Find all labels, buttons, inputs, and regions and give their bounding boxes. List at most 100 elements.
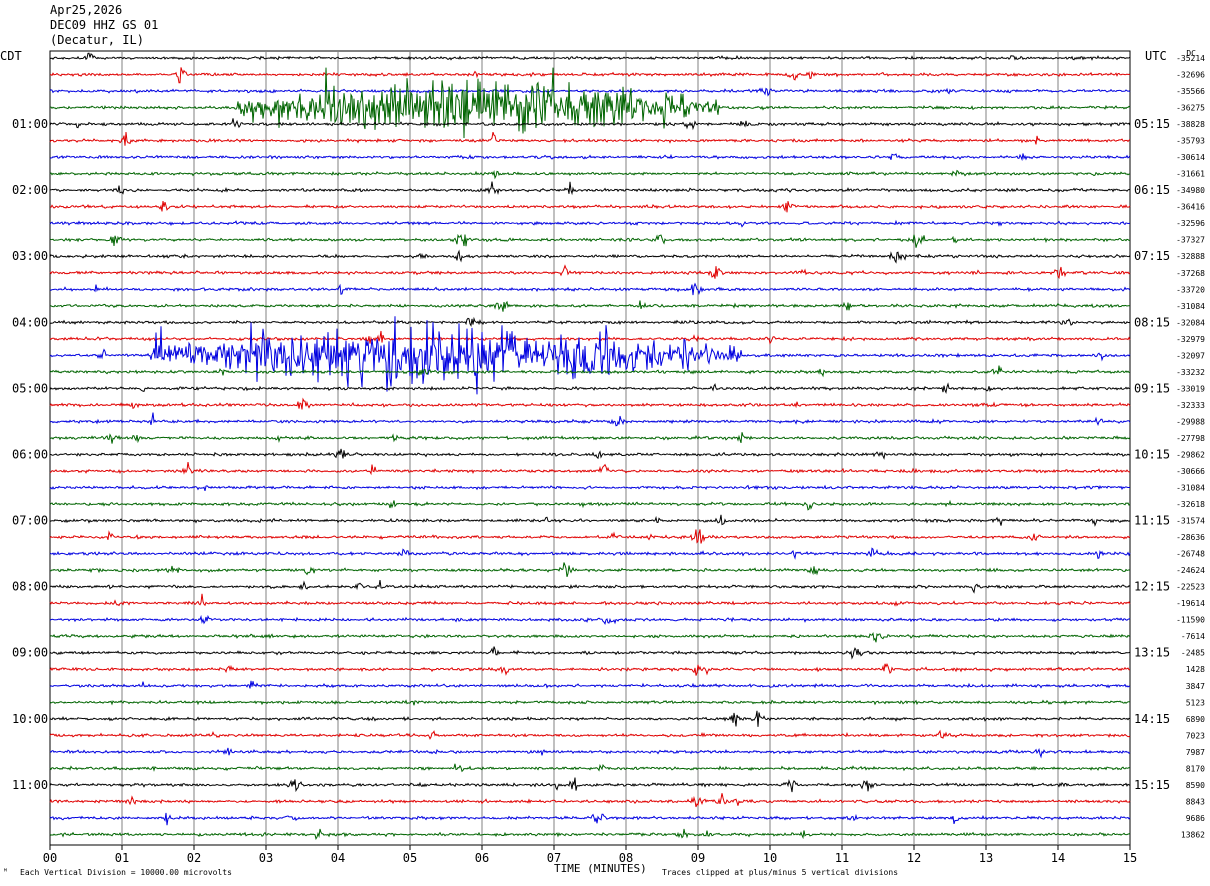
trace-row-25 xyxy=(49,462,1131,476)
left-time-label: 06:00 xyxy=(12,447,48,461)
dc-offset-row-8: -34980 xyxy=(1176,186,1205,195)
dc-offset-row-25: -30666 xyxy=(1176,467,1205,476)
trace-row-9 xyxy=(49,201,1131,213)
trace-row-42 xyxy=(49,747,1131,759)
header-date: Apr25,2026 xyxy=(50,3,123,17)
dc-offset-row-10: -32596 xyxy=(1176,219,1205,228)
right-time-label: 08:15 xyxy=(1134,315,1170,329)
trace-row-5 xyxy=(49,131,1131,146)
trace-row-22 xyxy=(49,412,1131,427)
trace-row-18 xyxy=(49,316,1131,395)
trace-row-45 xyxy=(49,793,1131,808)
trace-row-27 xyxy=(49,499,1131,511)
trace-row-2 xyxy=(49,87,1131,97)
footer-scale-note: Each Vertical Division = 10000.00 microv… xyxy=(20,868,232,877)
left-time-label: 07:00 xyxy=(12,514,48,528)
x-tick-label: 00 xyxy=(43,851,57,865)
dc-offset-row-27: -32618 xyxy=(1176,500,1205,509)
dc-offset-row-43: 8170 xyxy=(1186,764,1205,773)
dc-offset-row-1: -32696 xyxy=(1176,71,1205,80)
trace-row-30 xyxy=(49,547,1131,560)
trace-row-33 xyxy=(49,593,1131,607)
left-time-label: 11:00 xyxy=(12,778,48,792)
right-time-label: 10:15 xyxy=(1134,447,1170,461)
dc-offset-row-15: -31084 xyxy=(1176,302,1205,311)
right-timezone-label: UTC xyxy=(1145,49,1167,63)
x-tick-label: 02 xyxy=(187,851,201,865)
trace-row-34 xyxy=(49,614,1131,625)
left-time-label: 05:00 xyxy=(12,381,48,395)
trace-row-19 xyxy=(49,365,1131,378)
trace-row-46 xyxy=(49,812,1131,826)
dc-offset-row-38: 3847 xyxy=(1186,682,1205,691)
dc-offset-row-47: 13862 xyxy=(1181,830,1205,839)
trace-row-43 xyxy=(49,763,1131,773)
left-time-label: 01:00 xyxy=(12,117,48,131)
trace-row-10 xyxy=(49,219,1130,228)
dc-offset-row-34: -11590 xyxy=(1176,616,1205,625)
dc-offset-row-46: 9686 xyxy=(1186,814,1205,823)
dc-offset-row-37: 1428 xyxy=(1186,665,1205,674)
trace-row-17 xyxy=(49,330,1131,345)
dc-offset-row-9: -36416 xyxy=(1176,203,1205,212)
dc-offset-row-14: -33720 xyxy=(1176,285,1205,294)
trace-row-12 xyxy=(49,249,1131,264)
dc-offset-row-18: -32097 xyxy=(1176,351,1205,360)
dc-offset-row-12: -32888 xyxy=(1176,252,1205,261)
x-tick-label: 05 xyxy=(403,851,417,865)
left-timezone-label: CDT xyxy=(0,49,22,63)
dc-offset-row-31: -24624 xyxy=(1176,566,1205,575)
right-time-label: 06:15 xyxy=(1134,183,1170,197)
trace-row-11 xyxy=(49,233,1130,248)
trace-row-3 xyxy=(49,67,1131,139)
left-time-label: 09:00 xyxy=(12,646,48,660)
dc-offset-row-0: -35214 xyxy=(1176,54,1205,63)
dc-offset-row-40: 6890 xyxy=(1186,715,1205,724)
dc-offset-row-32: -22523 xyxy=(1176,583,1205,592)
left-time-label: 02:00 xyxy=(12,183,48,197)
dc-offset-row-33: -19614 xyxy=(1176,599,1205,608)
trace-row-13 xyxy=(49,264,1131,280)
dc-offset-row-21: -32333 xyxy=(1176,401,1205,410)
x-tick-label: 15 xyxy=(1123,851,1137,865)
trace-row-15 xyxy=(49,300,1131,312)
dc-offset-row-45: 8843 xyxy=(1186,797,1205,806)
x-tick-label: 03 xyxy=(259,851,273,865)
left-time-label: 08:00 xyxy=(12,580,48,594)
right-time-label: 07:15 xyxy=(1134,249,1170,263)
trace-row-24 xyxy=(50,448,1131,460)
dc-offset-row-11: -37327 xyxy=(1176,236,1205,245)
footer-clip-note: Traces clipped at plus/minus 5 vertical … xyxy=(662,868,899,877)
left-time-label: 03:00 xyxy=(12,249,48,263)
dc-offset-row-35: -7614 xyxy=(1181,632,1205,641)
x-tick-label: 08 xyxy=(619,851,633,865)
dc-offset-row-13: -37268 xyxy=(1176,269,1205,278)
footer-marker: ᴹ xyxy=(3,867,8,876)
trace-row-6 xyxy=(49,153,1131,162)
trace-row-4 xyxy=(49,118,1131,131)
right-time-label: 11:15 xyxy=(1134,514,1170,528)
right-time-label: 14:15 xyxy=(1134,712,1170,726)
dc-offset-row-7: -31661 xyxy=(1176,170,1205,179)
trace-row-37 xyxy=(49,662,1130,676)
header-station: DEC09 HHZ GS 01 xyxy=(50,18,159,32)
dc-offset-row-24: -29862 xyxy=(1176,450,1205,459)
trace-row-0 xyxy=(49,52,1131,61)
x-tick-label: 12 xyxy=(907,851,921,865)
x-tick-label: 07 xyxy=(547,851,561,865)
left-time-label: 04:00 xyxy=(12,315,48,329)
dc-offset-row-20: -33019 xyxy=(1176,384,1205,393)
x-tick-label: 14 xyxy=(1051,851,1065,865)
dc-offset-row-2: -35566 xyxy=(1176,87,1205,96)
x-tick-label: 11 xyxy=(835,851,849,865)
dc-offset-row-44: 8590 xyxy=(1186,781,1205,790)
x-tick-label: 13 xyxy=(979,851,993,865)
x-tick-label: 01 xyxy=(115,851,129,865)
dc-offset-row-23: -27798 xyxy=(1176,434,1205,443)
trace-row-7 xyxy=(49,169,1131,180)
dc-offset-row-26: -31084 xyxy=(1176,484,1205,493)
x-tick-label: 04 xyxy=(331,851,345,865)
dc-offset-row-16: -32084 xyxy=(1176,318,1205,327)
trace-row-8 xyxy=(49,181,1131,196)
